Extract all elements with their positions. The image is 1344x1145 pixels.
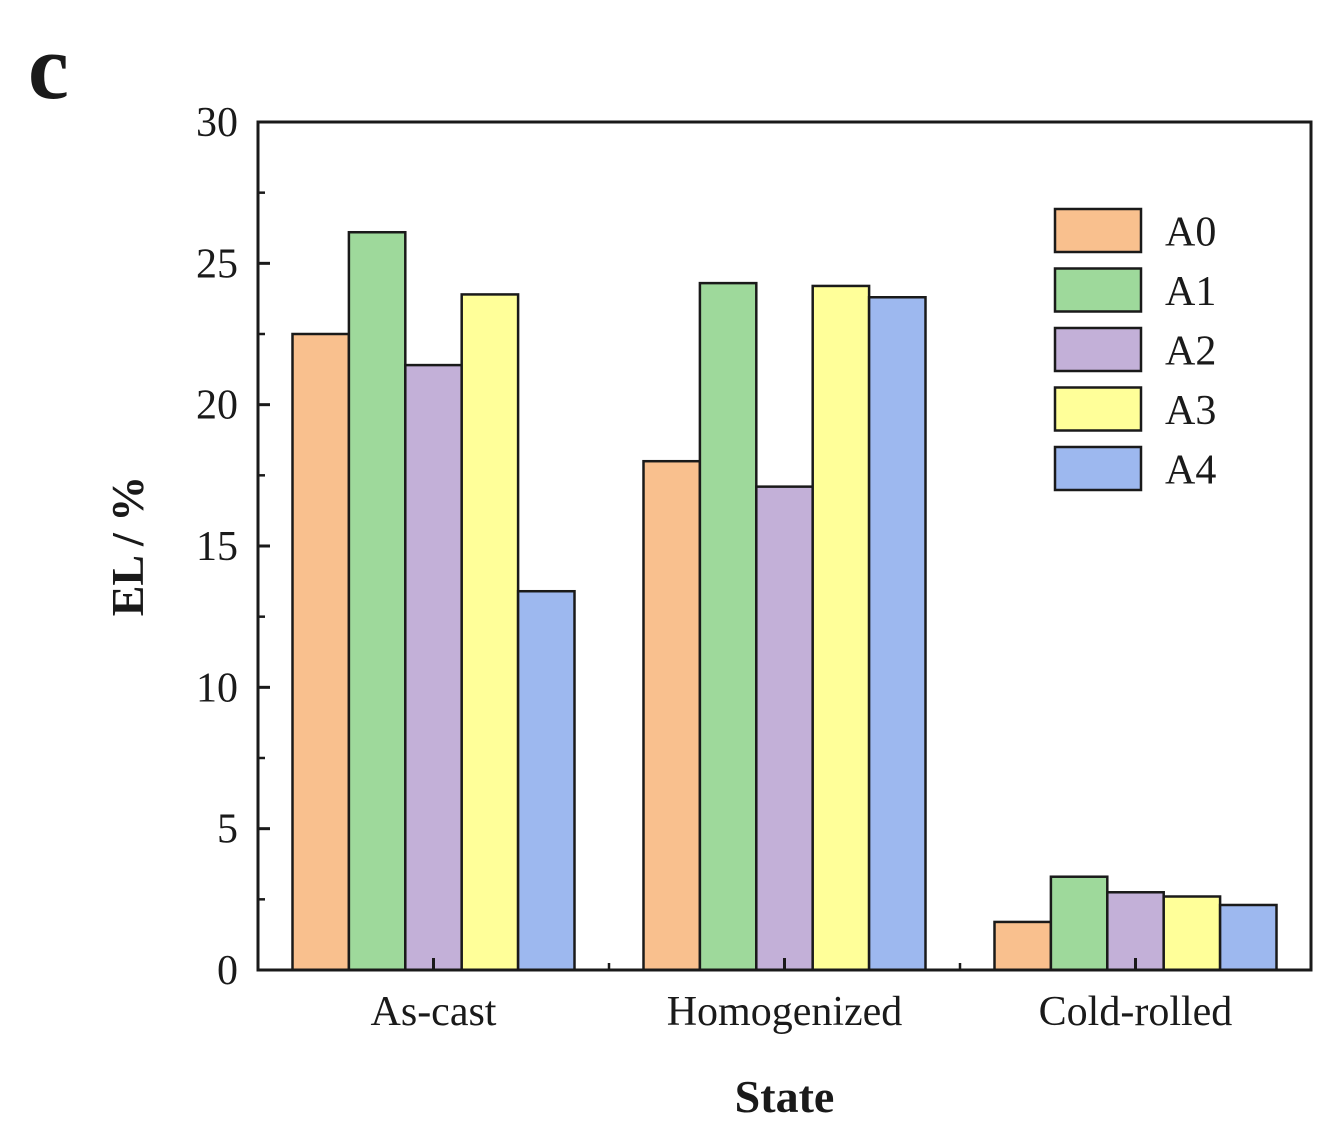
bar-a2-as-cast — [404, 363, 463, 972]
bar-a0-cold-rolled — [993, 920, 1053, 972]
bar-a1-as-cast — [347, 230, 407, 972]
bar-a4-homogenized — [867, 296, 927, 972]
bar-a1-homogenized — [698, 281, 758, 972]
y-tick-label: 5 — [217, 807, 238, 853]
legend-swatch-a0 — [1053, 207, 1143, 254]
legend-label-a3: A3 — [1165, 388, 1216, 434]
legend-label-a1: A1 — [1165, 269, 1216, 315]
bar-a3-cold-rolled — [1162, 895, 1222, 972]
y-tick-label: 20 — [196, 383, 238, 429]
legend-swatch-a4 — [1053, 445, 1143, 492]
legend-swatch-a2 — [1053, 326, 1143, 373]
y-tick-label: 0 — [217, 948, 238, 994]
panel-label: c — [28, 16, 69, 118]
y-tick-label: 10 — [196, 665, 238, 711]
legend-label-a0: A0 — [1165, 210, 1216, 256]
bar-a0-homogenized — [642, 459, 702, 972]
legend: A0 A1 A2 A3 A4 — [1053, 207, 1216, 494]
bar-a4-cold-rolled — [1218, 903, 1278, 972]
x-tick-label: As-cast — [371, 989, 497, 1035]
bar-a1-cold-rolled — [1049, 875, 1109, 972]
bar-a4-as-cast — [516, 589, 576, 972]
bars-layer — [291, 230, 1278, 972]
legend-swatch-a1 — [1053, 267, 1143, 313]
x-axis-title: State — [735, 1071, 835, 1122]
x-tick-label: Homogenized — [667, 989, 903, 1035]
bar-a3-as-cast — [460, 293, 520, 972]
bar-a3-homogenized — [811, 284, 871, 972]
legend-label-a2: A2 — [1165, 329, 1216, 375]
ticks-layer: 0 5 10 15 20 25 30 As-cast Homogenized Cold-rolle… — [196, 100, 1232, 1035]
x-tick-label: Cold-rolled — [1039, 989, 1233, 1035]
y-tick-label: 30 — [196, 100, 238, 146]
legend-swatch-a3 — [1053, 386, 1143, 432]
y-tick-label: 15 — [196, 524, 238, 570]
y-tick-label: 25 — [196, 241, 238, 287]
legend-label-a4: A4 — [1165, 448, 1216, 494]
bar-a2-homogenized — [755, 485, 814, 972]
y-axis-title: EL / % — [102, 476, 153, 617]
bar-a0-as-cast — [291, 332, 351, 972]
